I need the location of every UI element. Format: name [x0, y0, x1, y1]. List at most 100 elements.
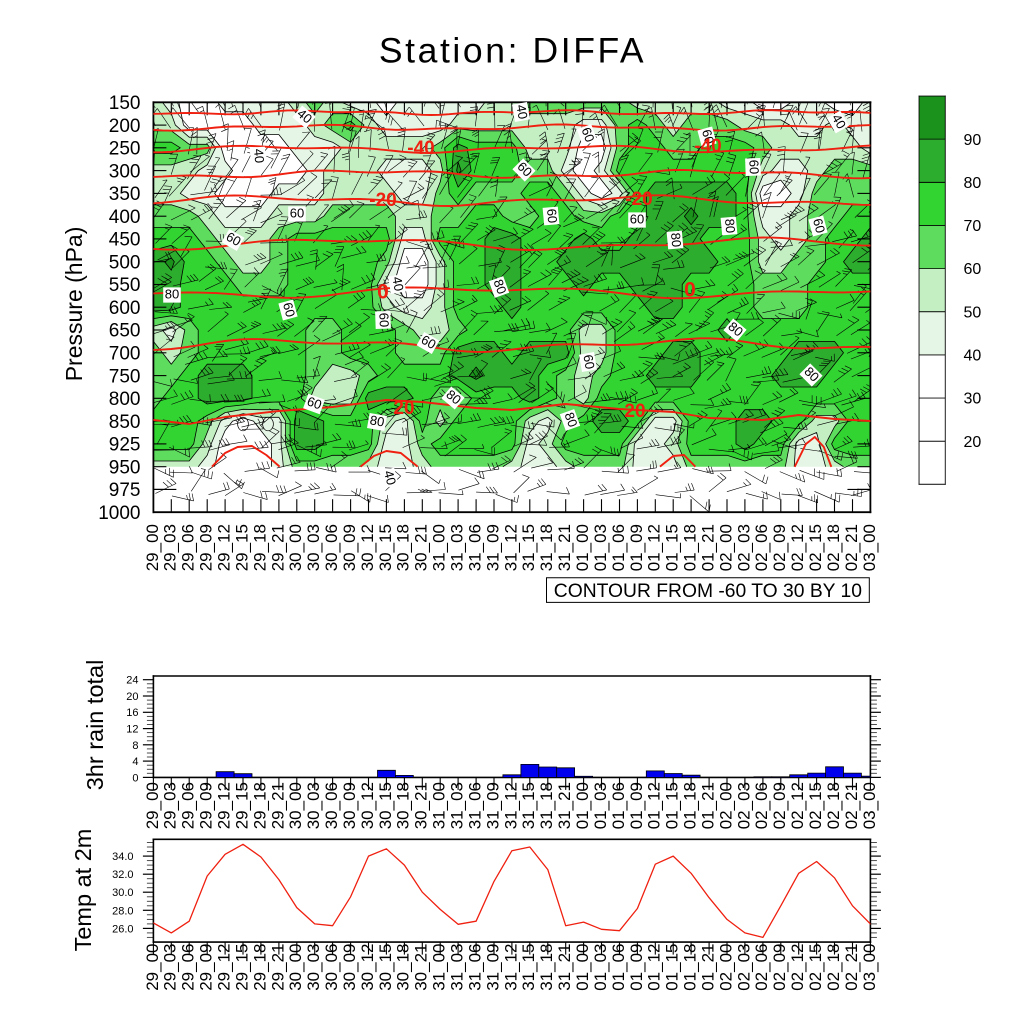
svg-text:30_21: 30_21 — [412, 782, 431, 829]
svg-text:31_12: 31_12 — [501, 524, 520, 571]
svg-text:20: 20 — [624, 401, 645, 422]
svg-text:60: 60 — [224, 229, 244, 249]
svg-text:29_00: 29_00 — [143, 782, 162, 829]
svg-text:02_06: 02_06 — [752, 944, 771, 991]
svg-text:31_06: 31_06 — [465, 524, 484, 571]
svg-text:30_18: 30_18 — [394, 524, 413, 571]
svg-text:02_18: 02_18 — [824, 944, 843, 991]
svg-text:60: 60 — [746, 159, 761, 174]
svg-text:30_15: 30_15 — [376, 944, 395, 991]
svg-text:01_09: 01_09 — [627, 524, 646, 571]
svg-text:700: 700 — [109, 344, 141, 365]
svg-text:30_21: 30_21 — [412, 944, 431, 991]
svg-text:-40: -40 — [694, 136, 721, 157]
svg-text:01_18: 01_18 — [681, 524, 700, 571]
svg-text:60: 60 — [964, 261, 982, 278]
svg-text:02_12: 02_12 — [788, 944, 807, 991]
svg-text:31_09: 31_09 — [483, 944, 502, 991]
svg-text:01_12: 01_12 — [645, 944, 664, 991]
svg-text:30_12: 30_12 — [358, 524, 377, 571]
svg-text:30_09: 30_09 — [340, 782, 359, 829]
svg-text:02_09: 02_09 — [770, 524, 789, 571]
svg-text:29_18: 29_18 — [250, 524, 269, 571]
svg-text:01_06: 01_06 — [609, 782, 628, 829]
svg-text:01_09: 01_09 — [627, 944, 646, 991]
svg-text:29_12: 29_12 — [215, 944, 234, 991]
svg-text:29_12: 29_12 — [215, 782, 234, 829]
svg-text:29_00: 29_00 — [143, 524, 162, 571]
svg-text:30_06: 30_06 — [322, 944, 341, 991]
svg-text:01_06: 01_06 — [609, 524, 628, 571]
svg-text:01_12: 01_12 — [645, 524, 664, 571]
svg-text:50: 50 — [964, 304, 982, 321]
svg-text:31_21: 31_21 — [555, 524, 574, 571]
svg-text:16: 16 — [126, 707, 138, 719]
svg-text:925: 925 — [109, 435, 141, 456]
svg-text:03_00: 03_00 — [860, 944, 879, 991]
svg-text:12: 12 — [126, 724, 138, 736]
svg-text:29_21: 29_21 — [268, 944, 287, 991]
svg-text:29_21: 29_21 — [268, 524, 287, 571]
svg-text:31_18: 31_18 — [537, 782, 556, 829]
svg-text:01_09: 01_09 — [627, 782, 646, 829]
svg-text:31_09: 31_09 — [483, 524, 502, 571]
svg-text:02_03: 02_03 — [734, 944, 753, 991]
svg-text:31_00: 31_00 — [430, 944, 449, 991]
svg-text:20: 20 — [126, 691, 138, 703]
svg-text:31_15: 31_15 — [519, 944, 538, 991]
svg-text:8: 8 — [132, 740, 138, 752]
svg-text:30: 30 — [964, 391, 982, 408]
svg-text:650: 650 — [109, 321, 141, 342]
svg-text:29_06: 29_06 — [179, 782, 198, 829]
svg-text:-20: -20 — [625, 189, 652, 210]
svg-text:02_18: 02_18 — [824, 782, 843, 829]
svg-text:70: 70 — [964, 218, 982, 235]
svg-text:0: 0 — [132, 772, 138, 784]
svg-text:29_06: 29_06 — [179, 524, 198, 571]
svg-text:40: 40 — [389, 275, 406, 292]
svg-text:29_12: 29_12 — [215, 524, 234, 571]
svg-text:01_15: 01_15 — [663, 944, 682, 991]
svg-text:80: 80 — [964, 175, 982, 192]
svg-text:800: 800 — [109, 389, 141, 410]
svg-text:01_12: 01_12 — [645, 782, 664, 829]
svg-text:20: 20 — [964, 434, 982, 451]
svg-text:60: 60 — [810, 217, 828, 235]
svg-text:02_09: 02_09 — [770, 782, 789, 829]
svg-text:31_15: 31_15 — [519, 524, 538, 571]
svg-text:31_03: 31_03 — [448, 944, 467, 991]
svg-text:02_12: 02_12 — [788, 524, 807, 571]
svg-text:29_18: 29_18 — [250, 782, 269, 829]
svg-text:29_09: 29_09 — [197, 524, 216, 571]
svg-text:29_15: 29_15 — [232, 524, 251, 571]
svg-text:60: 60 — [280, 301, 298, 319]
svg-text:40: 40 — [381, 469, 399, 487]
svg-text:29_03: 29_03 — [161, 944, 180, 991]
svg-text:4: 4 — [132, 756, 138, 768]
svg-text:30_06: 30_06 — [322, 782, 341, 829]
svg-text:31_06: 31_06 — [465, 782, 484, 829]
svg-text:31_09: 31_09 — [483, 782, 502, 829]
svg-text:30_12: 30_12 — [358, 944, 377, 991]
svg-text:02_15: 02_15 — [806, 782, 825, 829]
svg-text:01_21: 01_21 — [699, 944, 718, 991]
svg-text:40: 40 — [964, 348, 982, 365]
svg-text:550: 550 — [109, 275, 141, 296]
svg-text:250: 250 — [109, 139, 141, 160]
svg-text:60: 60 — [376, 312, 391, 327]
svg-text:30_09: 30_09 — [340, 524, 359, 571]
svg-text:30_03: 30_03 — [304, 782, 323, 829]
svg-text:60: 60 — [290, 205, 304, 220]
svg-text:29_15: 29_15 — [232, 944, 251, 991]
svg-text:60: 60 — [699, 128, 717, 146]
svg-text:60: 60 — [544, 208, 560, 224]
svg-text:CONTOUR FROM -60 TO 30 BY 10: CONTOUR FROM -60 TO 30 BY 10 — [554, 581, 862, 602]
svg-text:02_09: 02_09 — [770, 944, 789, 991]
svg-text:01_18: 01_18 — [681, 782, 700, 829]
svg-text:750: 750 — [109, 366, 141, 387]
svg-text:60: 60 — [419, 332, 439, 352]
svg-text:950: 950 — [109, 457, 141, 478]
svg-text:01_15: 01_15 — [663, 782, 682, 829]
svg-text:31_21: 31_21 — [555, 944, 574, 991]
svg-text:31_15: 31_15 — [519, 782, 538, 829]
